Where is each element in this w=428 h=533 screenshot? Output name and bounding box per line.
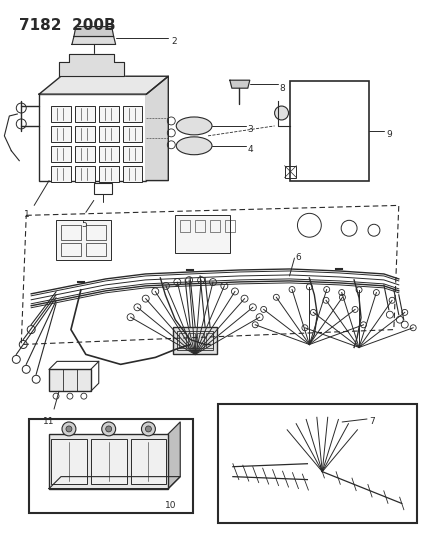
Bar [91, 439, 127, 483]
Text: 4: 4 [248, 146, 253, 154]
Ellipse shape [176, 137, 212, 155]
Text: 8: 8 [279, 84, 285, 93]
Bar [180, 220, 190, 232]
Bar [188, 333, 195, 349]
Bar [285, 166, 297, 177]
Bar [51, 439, 87, 483]
Polygon shape [168, 422, 180, 489]
Polygon shape [146, 76, 168, 181]
Bar [210, 220, 220, 232]
Circle shape [62, 422, 76, 436]
Bar [75, 146, 95, 161]
Polygon shape [49, 477, 180, 489]
Circle shape [66, 426, 72, 432]
Bar [99, 106, 119, 122]
Bar [49, 434, 168, 489]
Bar [51, 146, 71, 161]
Bar [75, 106, 95, 122]
Bar [122, 166, 143, 182]
Bar [49, 369, 91, 391]
Bar [225, 220, 235, 232]
Bar [94, 182, 112, 195]
Polygon shape [72, 36, 116, 44]
Bar [75, 166, 95, 182]
Bar [173, 327, 217, 354]
Polygon shape [59, 54, 124, 76]
Bar [195, 220, 205, 232]
Bar [51, 106, 71, 122]
Bar [122, 106, 143, 122]
Circle shape [146, 426, 152, 432]
Bar [218, 404, 417, 523]
Bar [177, 330, 213, 351]
Bar [61, 225, 81, 240]
Polygon shape [74, 27, 114, 36]
Text: 3: 3 [248, 125, 253, 134]
Bar [39, 94, 146, 181]
Bar [179, 333, 186, 349]
Text: 9: 9 [386, 131, 392, 139]
Bar [29, 419, 193, 513]
Bar [175, 215, 230, 253]
Bar [99, 166, 119, 182]
Text: 5: 5 [81, 220, 87, 229]
Polygon shape [39, 76, 168, 94]
Bar [56, 220, 111, 260]
Bar [131, 439, 166, 483]
Circle shape [106, 426, 112, 432]
Ellipse shape [176, 117, 212, 135]
Bar [197, 333, 204, 349]
Circle shape [275, 106, 288, 120]
Text: 10: 10 [165, 502, 177, 511]
Bar [75, 126, 95, 142]
Circle shape [142, 422, 155, 436]
Bar [289, 81, 369, 181]
Text: 6: 6 [295, 253, 301, 262]
Bar [99, 126, 119, 142]
Text: 11: 11 [43, 417, 55, 426]
Bar [51, 126, 71, 142]
Circle shape [102, 422, 116, 436]
Bar [61, 243, 81, 256]
Text: 1: 1 [24, 211, 30, 220]
Bar [206, 333, 213, 349]
Text: 7: 7 [369, 417, 375, 426]
Polygon shape [230, 80, 250, 88]
Bar [99, 146, 119, 161]
Bar [86, 225, 106, 240]
Bar [122, 126, 143, 142]
Text: 7182  200B: 7182 200B [19, 18, 116, 33]
Bar [86, 243, 106, 256]
Bar [51, 166, 71, 182]
Bar [122, 146, 143, 161]
Text: 2: 2 [171, 37, 177, 46]
